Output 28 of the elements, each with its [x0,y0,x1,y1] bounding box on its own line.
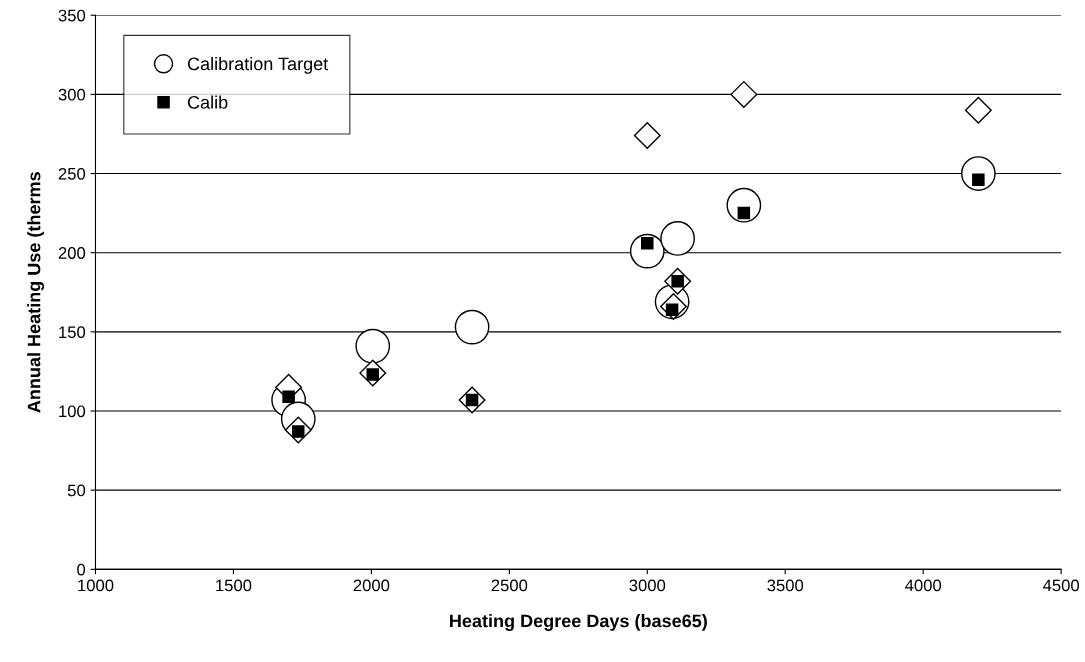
y-axis-title: Annual Heating Use (therms [27,172,45,413]
y-tick-label: 100 [59,405,86,418]
point [964,96,992,124]
y-tick-label: 50 [67,484,86,497]
legend-label: Calibration Target [187,57,329,74]
point [633,122,661,150]
x-axis-title: Heating Degree Days (base65) [450,614,707,631]
point [660,221,695,256]
y-tick-label: 250 [58,167,86,180]
y-tick-label: 0 [77,563,86,576]
y-tick-label: 300 [58,88,86,101]
point [730,80,758,108]
x-tick-label: 4500 [1042,579,1080,592]
point [737,206,751,220]
x-tick-label: 4000 [905,579,942,592]
point [454,309,490,345]
x-tick-label: 3000 [629,579,666,592]
y-tick-label: 150 [59,326,86,339]
point [355,328,391,364]
x-tick-label: 1000 [78,579,114,592]
legend-label: Calib [187,95,228,109]
x-tick-label: 1500 [216,579,252,592]
y-tick-label: 350 [58,9,86,22]
y-tick-label: 200 [58,247,86,259]
x-tick-label: 2500 [491,579,528,592]
x-tick-label: 2000 [353,579,390,592]
point [641,236,654,250]
x-tick-label: 3500 [767,579,804,592]
